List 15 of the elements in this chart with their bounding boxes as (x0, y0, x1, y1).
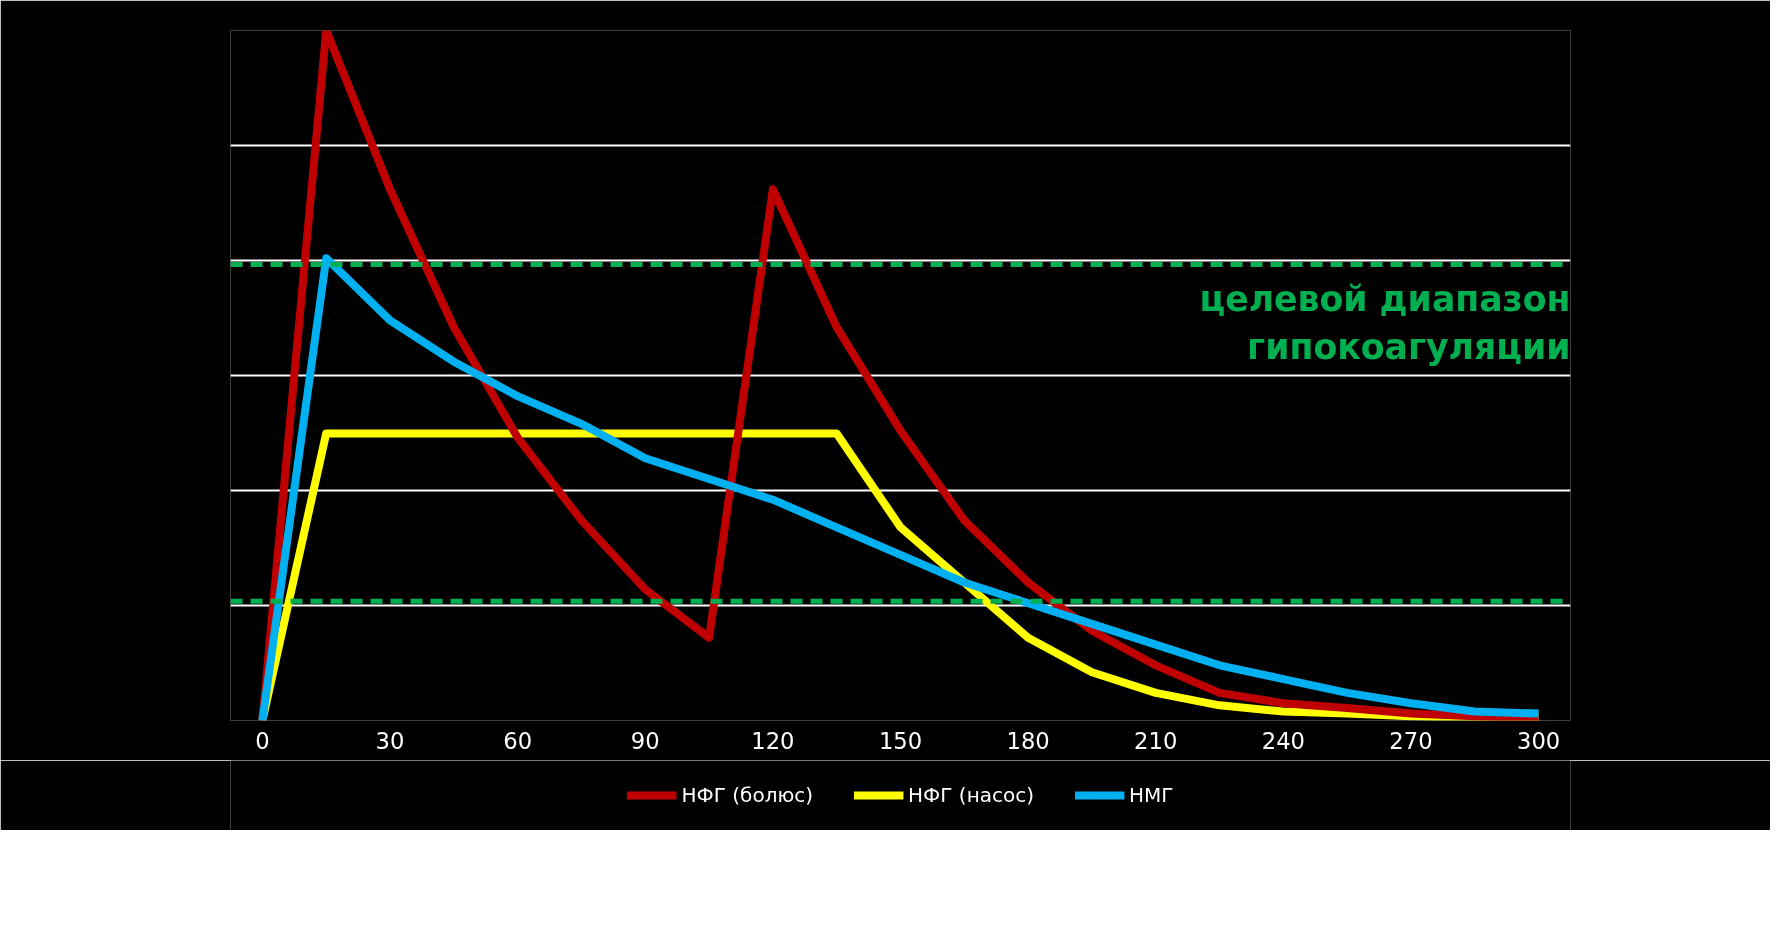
x-tick-label: 120 (751, 727, 795, 754)
x-tick-label: 90 (630, 727, 660, 754)
legend-label: НФГ (болюс) (681, 783, 814, 807)
x-tick-label: 150 (878, 727, 923, 754)
x-tick-label: 30 (375, 727, 405, 754)
x-tick-label: 0 (255, 727, 270, 754)
legend-label: НФГ (насос) (908, 783, 1035, 807)
x-tick-label: 240 (1261, 727, 1305, 754)
x-tick-label: 210 (1134, 727, 1178, 754)
x-tick-label: 180 (1006, 727, 1050, 754)
annotation: целевой диапазон гипокоагуляции (1199, 279, 1571, 368)
x-tick-label: 300 (1516, 727, 1561, 754)
x-tick-label: 270 (1389, 727, 1433, 754)
x-tick-label: 60 (503, 727, 533, 754)
legend-label: НМГ (1129, 783, 1174, 807)
